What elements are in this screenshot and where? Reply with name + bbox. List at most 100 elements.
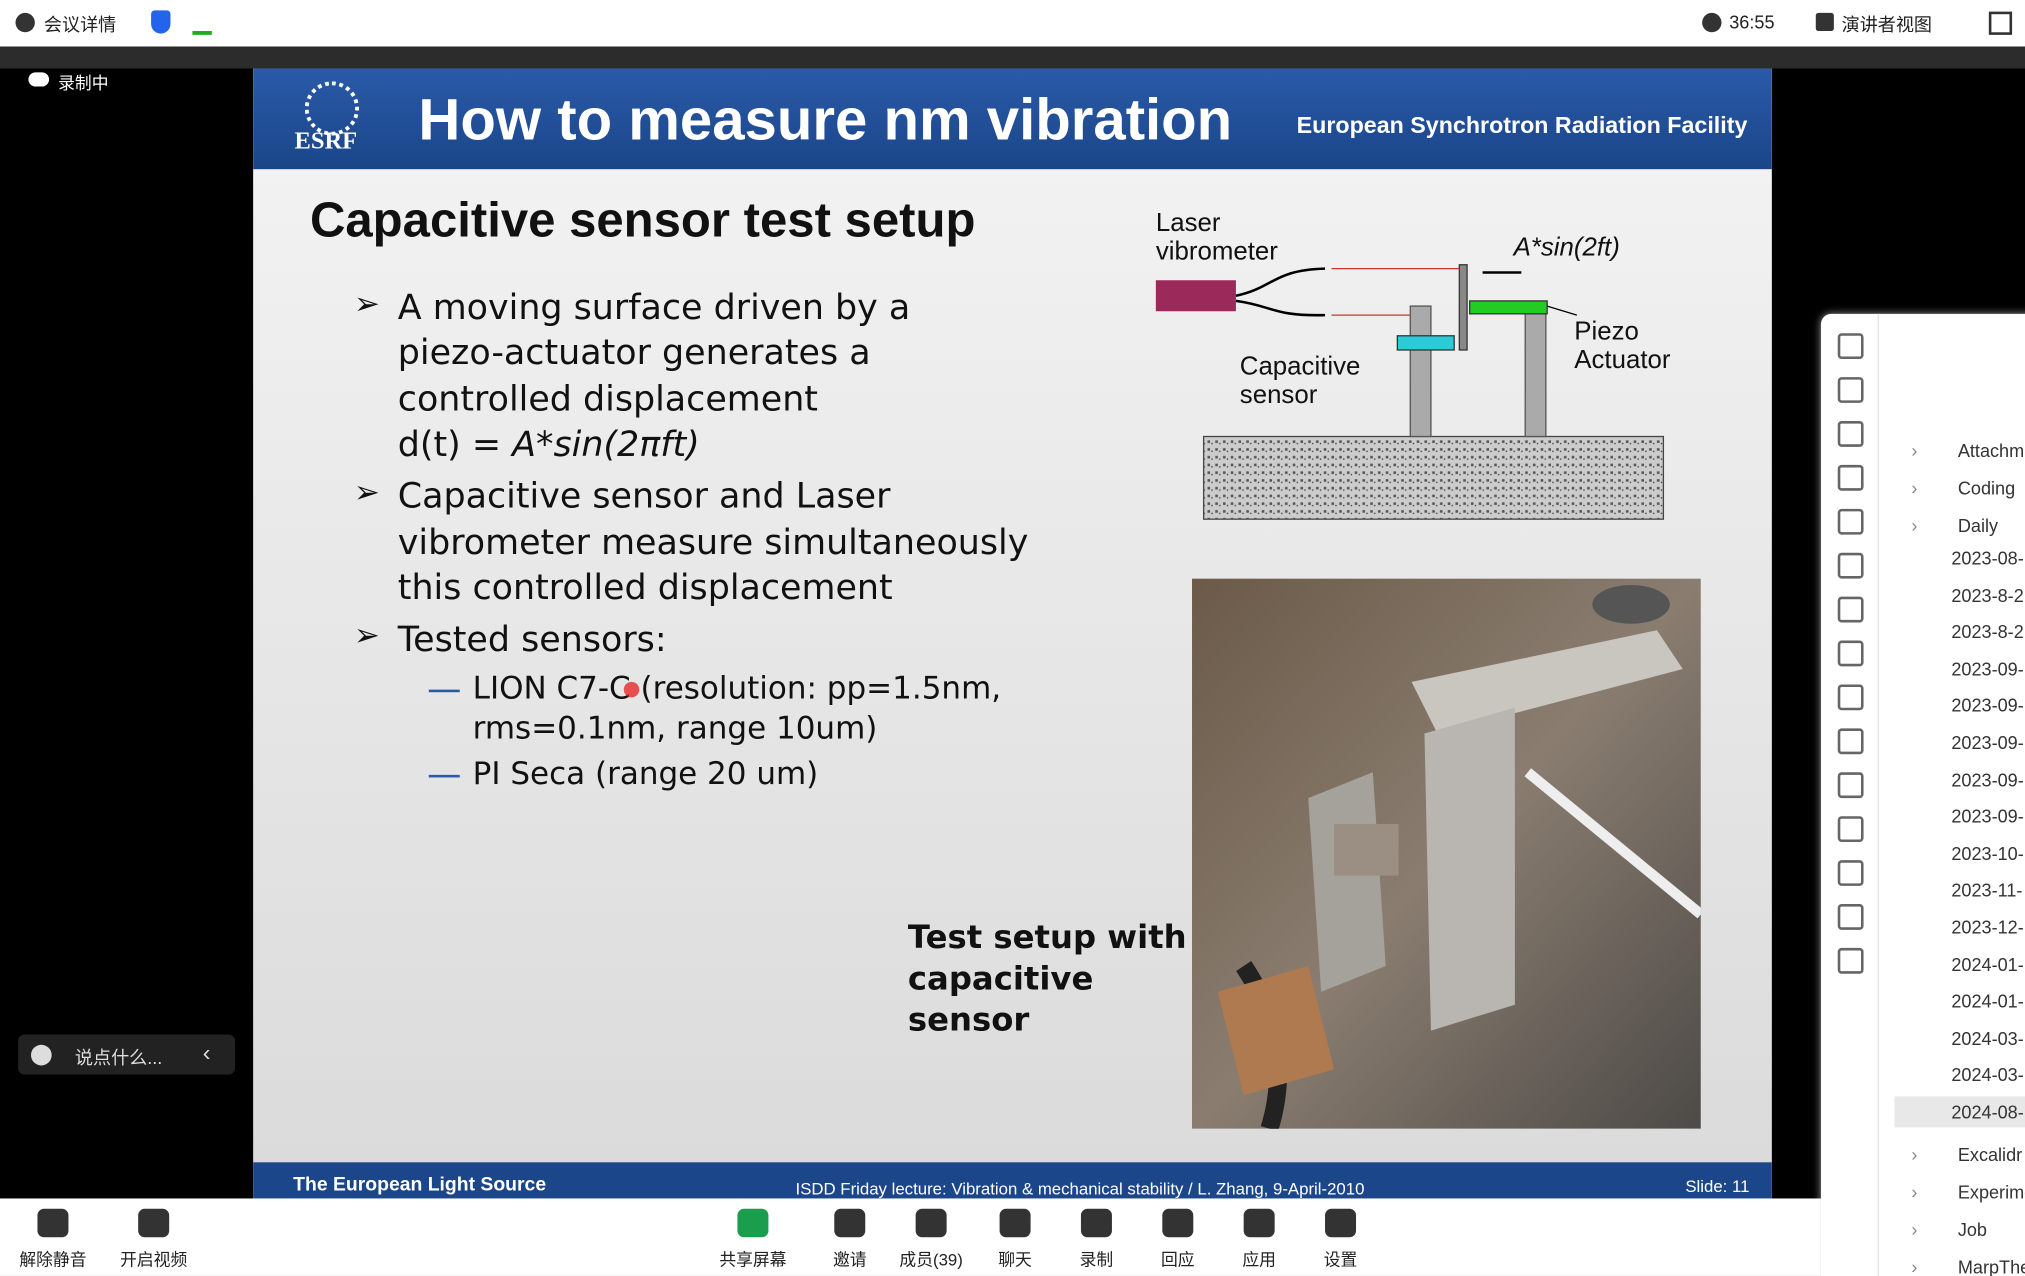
chevron[interactable]: › [1911, 477, 1918, 499]
bullet-marker: ➢ [353, 618, 380, 654]
toolbar-icon[interactable] [1325, 1208, 1357, 1238]
logo: ESRF [294, 127, 358, 155]
note[interactable]: 2023-09- [1951, 769, 2024, 790]
slide-header [253, 68, 1772, 170]
sidebar: › Attachm › Coding › Daily 2023-08- 2023-8-2 202… [1820, 313, 2025, 1276]
meeting-details[interactable]: 会议详情 [43, 14, 117, 35]
side-icon[interactable] [1837, 904, 1864, 930]
footer-left: The European Light Source [293, 1173, 547, 1196]
toolbar-icon[interactable] [915, 1208, 947, 1238]
note[interactable]: 2024-01- [1951, 990, 2024, 1012]
note[interactable]: 2023-11- [1951, 879, 2023, 901]
note[interactable]: 2023-12- [1951, 916, 2024, 938]
org: European Synchrotron Radiation Facility [1296, 112, 1748, 139]
note[interactable]: 2024-03- [1951, 1064, 2024, 1086]
side-icon[interactable] [1837, 421, 1864, 447]
t: Capacitive [1239, 352, 1361, 381]
folder[interactable]: Excalidr [1957, 1143, 2023, 1165]
t: capacitive [907, 959, 1094, 997]
bullet-line: Tested sensors: [397, 620, 667, 661]
folder[interactable]: Job [1957, 1218, 1987, 1240]
slide: ESRF How to measure nm vibration Europea… [253, 68, 1772, 1199]
toolbar-button[interactable]: 回应 [1160, 1250, 1195, 1270]
toolbar-icon[interactable] [138, 1208, 170, 1238]
toolbar-button[interactable]: 开启视频 [120, 1250, 188, 1270]
signal-label: A*sin(2ft) [1513, 233, 1620, 263]
post [1524, 305, 1547, 438]
view-mode[interactable]: 演讲者视图 [1841, 14, 1933, 35]
side-icon[interactable] [1837, 377, 1864, 403]
toolbar-button[interactable]: 成员(39) [899, 1250, 963, 1270]
footer-right: Slide: 11 [1685, 1176, 1750, 1196]
toolbar-icon[interactable] [737, 1208, 769, 1238]
folder[interactable]: Coding [1957, 477, 2016, 499]
view-icon [1815, 12, 1834, 31]
toolbar-icon[interactable] [1080, 1208, 1112, 1238]
toolbar-button[interactable]: 应用 [1242, 1250, 1276, 1270]
note[interactable]: 2024-01- [1951, 953, 2024, 975]
fullscreen[interactable] [1988, 11, 2013, 35]
side-icon[interactable] [1837, 728, 1864, 755]
sub-line: rms=0.1nm, range 10um) [472, 710, 878, 747]
note[interactable]: 2023-09- [1951, 732, 2024, 753]
chevron[interactable]: › [1911, 1256, 1918, 1276]
note[interactable]: 2023-08- [1951, 547, 2024, 569]
note[interactable]: 2024-08- [1894, 1096, 2025, 1128]
cursor-dot [623, 681, 640, 698]
folder[interactable]: MarpThe [1957, 1256, 2025, 1276]
chevron[interactable]: › [1911, 515, 1918, 536]
laser-label: Laser vibrometer [1156, 209, 1278, 266]
side-icon[interactable] [1837, 508, 1864, 535]
side-icon[interactable] [1837, 684, 1864, 711]
side-icon[interactable] [1837, 860, 1864, 886]
side-icon[interactable] [1837, 772, 1864, 799]
toolbar-button[interactable]: 录制 [1079, 1250, 1114, 1270]
toolbar-button[interactable]: 解除静音 [19, 1250, 87, 1270]
side-icon[interactable] [1837, 552, 1864, 579]
leader [1546, 305, 1578, 316]
note[interactable]: 2023-8-2 [1951, 621, 2024, 643]
note[interactable]: 2023-10- [1951, 843, 2024, 864]
side-icon[interactable] [1837, 640, 1864, 667]
sub-line: LION C7-C (resolution: pp=1.5nm, [472, 670, 1002, 707]
note[interactable]: 2023-09- [1951, 806, 2024, 827]
logo-star [304, 81, 360, 136]
granite [1202, 435, 1665, 520]
folder[interactable]: Attachm [1957, 440, 2025, 462]
shield-icon [151, 10, 171, 34]
piezo-label: Piezo Actuator [1574, 318, 1670, 375]
collapse[interactable]: ‹ [202, 1039, 211, 1066]
note[interactable]: 2024-03- [1951, 1027, 2024, 1049]
chevron[interactable]: › [1911, 1218, 1918, 1240]
toolbar-button[interactable]: 邀请 [832, 1250, 867, 1270]
clock-icon [1702, 12, 1722, 33]
note[interactable]: 2023-8-2 [1951, 584, 2024, 606]
toolbar-icon[interactable] [1243, 1208, 1275, 1238]
toolbar-button[interactable]: 聊天 [998, 1250, 1032, 1270]
emoji[interactable] [30, 1044, 52, 1066]
t: Actuator [1574, 346, 1671, 375]
side-icon[interactable] [1837, 816, 1864, 843]
folder[interactable]: Experime [1957, 1181, 2025, 1202]
side-icon[interactable] [1837, 947, 1864, 974]
chevron[interactable]: › [1911, 1143, 1918, 1165]
chat-input[interactable]: 说点什么... [74, 1047, 163, 1069]
chevron[interactable]: › [1911, 440, 1918, 462]
post [1409, 305, 1432, 438]
side-icon[interactable] [1837, 464, 1864, 491]
toolbar-button[interactable]: 共享屏幕 [719, 1250, 787, 1270]
toolbar-icon[interactable] [1162, 1208, 1194, 1238]
note[interactable]: 2023-09- [1951, 695, 2024, 716]
caption: Test setup with capacitive sensor [908, 917, 1187, 1041]
toolbar-button[interactable]: 设置 [1323, 1250, 1358, 1270]
note[interactable]: 2023-09- [1951, 658, 2024, 680]
toolbar-icon[interactable] [999, 1208, 1031, 1238]
side-icon[interactable] [1837, 333, 1864, 360]
folder[interactable]: Daily [1957, 515, 1999, 536]
chevron[interactable]: › [1911, 1181, 1918, 1202]
toolbar-icon[interactable] [37, 1208, 69, 1238]
toolbar-icon[interactable] [834, 1208, 866, 1238]
side-icon[interactable] [1837, 596, 1864, 623]
chat-box[interactable]: 说点什么... ‹ [18, 1034, 236, 1075]
